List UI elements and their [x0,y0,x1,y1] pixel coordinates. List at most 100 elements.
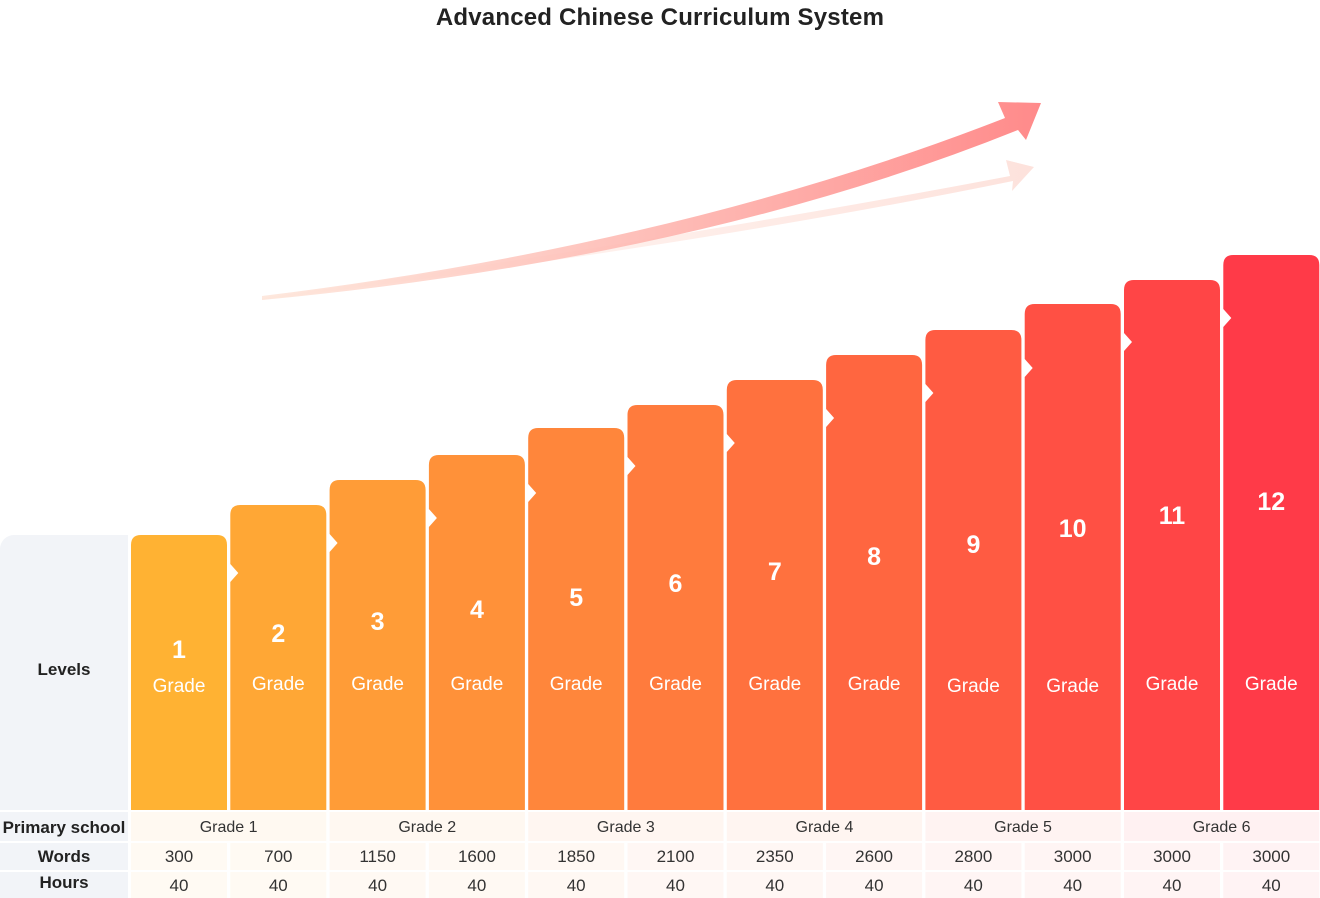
words-cell: 3000 [1153,847,1191,866]
hours-label: Hours [39,873,89,892]
primary-grade-cell-bg [1124,812,1320,841]
words-cell: 1600 [457,847,496,866]
level-number: 10 [1058,515,1087,543]
level-bar [1124,280,1220,810]
table-cell-bg [428,872,525,898]
table-cell-bg [1024,872,1121,898]
words-cell: 2600 [855,847,893,866]
page-title: Advanced Chinese Curriculum System [435,4,885,31]
words-cell: 2350 [755,847,794,866]
table-cell-bg [1223,843,1320,870]
table-cell-bg [131,872,227,898]
primary-grade-cell-bg [131,812,327,841]
hours-cell: 40 [1063,876,1083,895]
level-number: 2 [271,620,286,648]
words-cell: 3000 [1053,847,1092,866]
primary-grade-cell: Grade 4 [795,819,854,836]
table-cell-bg [528,872,625,898]
table-cell-bg [329,843,426,870]
level-grade-label: Grade [946,676,1000,697]
level-bar [1024,304,1121,810]
primary-school-label: Primary school [2,818,126,837]
level-bars [131,255,1320,810]
hours-cell: 40 [169,876,189,895]
primary-grade-cell: Grade 3 [596,819,655,836]
hours-cell: 40 [467,876,487,895]
primary-grade-cell: Grade 6 [1192,819,1251,836]
level-number: 8 [867,543,882,571]
primary-grade-cell: Grade 5 [994,819,1052,836]
table-cell-bg [131,843,227,870]
primary-grade-cell-bg [329,812,525,841]
levels-label: Levels [37,660,91,679]
level-bar [925,330,1022,810]
words-label: Words [37,847,91,866]
words-cell: 3000 [1252,847,1291,866]
table-cell-bg [230,843,327,870]
level-bar [428,455,525,810]
table-cell-bg [726,872,823,898]
level-number: 3 [370,608,385,636]
words-cell: 300 [164,847,194,866]
level-grade-label: Grade [1046,676,1100,697]
table-cell-bg [925,872,1022,898]
level-bar [230,505,327,810]
table-cell-bg [1124,872,1220,898]
table-cell-bg [1024,843,1121,870]
primary-grade-cell: Grade 1 [199,819,258,836]
primary-grade-cell-bg [528,812,724,841]
level-grade-label: Grade [351,674,404,695]
level-grade-label: Grade [549,674,603,695]
level-bar [627,405,724,810]
level-bar [329,480,426,810]
table-cell-bg [329,872,426,898]
row-label-bg [0,872,128,898]
level-bar [1223,255,1320,810]
hours-cell: 40 [1162,876,1182,895]
level-grade-label: Grade [847,674,901,695]
primary-grade-cell-bg [726,812,923,841]
words-cell: 2800 [954,847,993,866]
words-cell: 700 [264,847,293,866]
hours-cell: 40 [566,876,586,895]
primary-grade-cell: Grade 2 [398,819,457,836]
table-background [0,812,1320,898]
hours-cell: 40 [368,876,388,895]
row-label-bg [0,812,128,841]
table-cell-bg [1223,872,1320,898]
level-bar [528,428,625,810]
level-number: 7 [767,558,782,586]
table-cell-bg [925,843,1022,870]
words-cell: 2100 [656,847,695,866]
table-cell-bg [826,843,923,870]
level-number: 5 [569,584,584,612]
level-grade-label: Grade [251,674,305,695]
hours-cell: 40 [1261,876,1281,895]
level-grade-label: Grade [450,674,504,695]
words-cell: 1150 [359,847,396,866]
level-bar [826,355,923,810]
table-cell-bg [428,843,525,870]
primary-grade-cell-bg [925,812,1121,841]
table-cell-bg [528,843,625,870]
level-number: 6 [668,570,683,598]
level-number: 4 [469,596,484,624]
level-number: 12 [1257,488,1286,516]
hours-cell: 40 [666,876,685,895]
hours-cell: 40 [765,876,785,895]
level-number: 1 [172,636,186,664]
level-bar [726,380,823,810]
hours-cell: 40 [268,876,288,895]
table-cell-bg [726,843,823,870]
level-grade-label: Grade [1145,674,1199,695]
level-bar [131,535,227,810]
levels-panel [0,535,128,810]
words-cell: 1850 [557,847,596,866]
growth-arrow-main [262,102,1041,300]
level-grade-label: Grade [649,674,702,695]
level-grade-label: Grade [152,676,206,697]
hours-cell: 40 [963,876,983,895]
level-number: 11 [1158,502,1186,530]
table-cell-bg [627,843,724,870]
